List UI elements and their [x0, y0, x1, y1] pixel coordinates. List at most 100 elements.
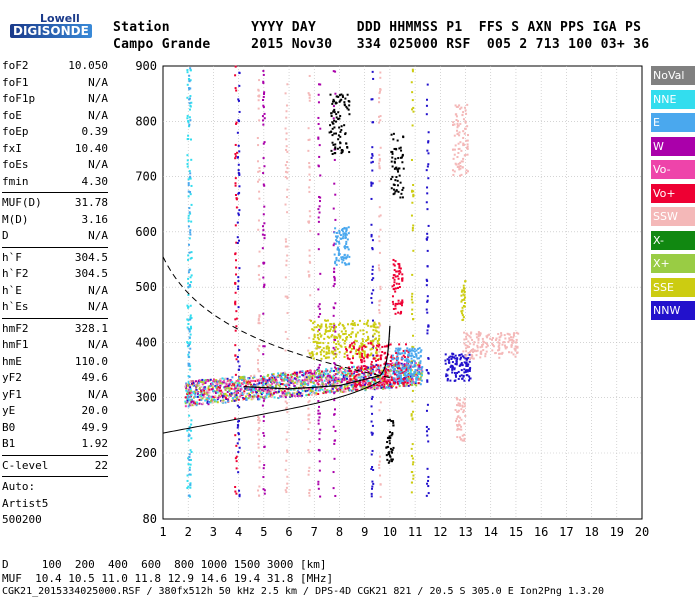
echo-dot: [379, 358, 382, 361]
echo-dot: [467, 340, 470, 343]
echo-dot: [298, 375, 301, 378]
echo-dot: [407, 351, 410, 354]
echo-dot: [406, 373, 409, 376]
echo-dot: [411, 99, 414, 102]
echo-dot: [427, 140, 430, 143]
echo-dot: [236, 236, 239, 239]
echo-dot: [418, 357, 421, 360]
echo-dot: [375, 376, 378, 379]
echo-dot: [312, 322, 315, 325]
echo-dot: [307, 270, 310, 273]
echo-dot: [262, 353, 265, 356]
echo-dot: [465, 112, 468, 115]
echo-dot: [338, 387, 341, 390]
echo-dot: [495, 337, 498, 340]
echo-dot: [257, 418, 260, 421]
echo-dot: [279, 382, 282, 385]
echo-dot: [403, 365, 406, 368]
echo-dot: [426, 482, 429, 485]
echo-dot: [452, 121, 455, 124]
echo-dot: [372, 366, 375, 369]
echo-dot: [419, 354, 422, 357]
echo-dot: [184, 400, 187, 403]
echo-dot: [466, 145, 469, 148]
param-value: 4.30: [81, 174, 109, 188]
echo-dot: [390, 187, 393, 190]
echo-dot: [392, 276, 395, 279]
echo-dot: [284, 468, 287, 471]
echo-dot: [338, 335, 341, 338]
param-value: 304.5: [74, 267, 108, 280]
echo-dot: [370, 292, 373, 295]
echo-dot: [188, 97, 191, 100]
echo-dot: [307, 220, 310, 223]
echo-dot: [387, 461, 390, 464]
echo-dot: [285, 116, 288, 119]
echo-dot: [311, 387, 314, 390]
echo-dot: [451, 368, 454, 371]
echo-dot: [188, 251, 191, 254]
echo-dot: [337, 134, 340, 137]
echo-dot: [377, 358, 380, 361]
echo-dot: [257, 99, 260, 102]
param-value: 49.6: [81, 371, 109, 384]
echo-dot: [258, 466, 261, 469]
echo-dot: [382, 380, 385, 383]
echo-dot: [312, 329, 315, 332]
echo-dot: [243, 378, 246, 381]
echo-dot: [188, 434, 191, 437]
echo-dot: [237, 276, 240, 279]
echo-dot: [401, 273, 404, 276]
echo-dot: [379, 71, 382, 74]
echo-dot: [345, 387, 348, 390]
echo-dot: [346, 254, 349, 257]
echo-dot: [459, 165, 462, 168]
echo-dot: [269, 388, 272, 391]
echo-dot: [374, 326, 377, 329]
echo-dot: [319, 313, 322, 316]
x-tick-label: 4: [235, 525, 242, 539]
echo-dot: [411, 373, 414, 376]
echo-dot: [511, 341, 514, 344]
echo-dot: [274, 391, 277, 394]
echo-dot: [263, 117, 266, 120]
echo-dot: [388, 370, 391, 373]
echo-dot: [370, 297, 373, 300]
param-divider: [2, 476, 108, 477]
echo-dot: [334, 376, 337, 379]
echo-dot: [325, 368, 328, 371]
param-key: foE: [2, 108, 22, 122]
echo-dot: [369, 387, 372, 390]
echo-dot: [405, 349, 408, 352]
echo-dot: [504, 347, 507, 350]
echo-dot: [307, 407, 310, 410]
echo-dot: [469, 336, 472, 339]
echo-dot: [395, 176, 398, 179]
echo-dot: [317, 136, 320, 139]
echo-dot: [317, 305, 320, 308]
echo-dot: [375, 387, 378, 390]
echo-dot: [467, 363, 470, 366]
echo-dot: [375, 359, 378, 362]
echo-dot: [243, 397, 246, 400]
echo-dot: [339, 130, 342, 133]
echo-dot: [224, 377, 227, 380]
echo-dot: [507, 333, 510, 336]
param-row: M(D) 3.16: [2, 212, 108, 229]
echo-dot: [263, 376, 266, 379]
echo-dot: [451, 169, 454, 172]
echo-dot: [188, 428, 191, 431]
echo-dot: [398, 379, 401, 382]
echo-dot: [308, 254, 311, 257]
echo-dot: [256, 391, 259, 394]
echo-dot: [334, 302, 337, 305]
echo-dot: [394, 302, 397, 305]
echo-dot: [482, 341, 485, 344]
echo-dot: [334, 383, 337, 386]
echo-dot: [412, 318, 415, 321]
echo-dot: [463, 361, 466, 364]
echo-dot: [258, 95, 261, 98]
echo-dot: [414, 382, 417, 385]
echo-dot: [503, 334, 506, 337]
echo-dot: [262, 104, 265, 107]
